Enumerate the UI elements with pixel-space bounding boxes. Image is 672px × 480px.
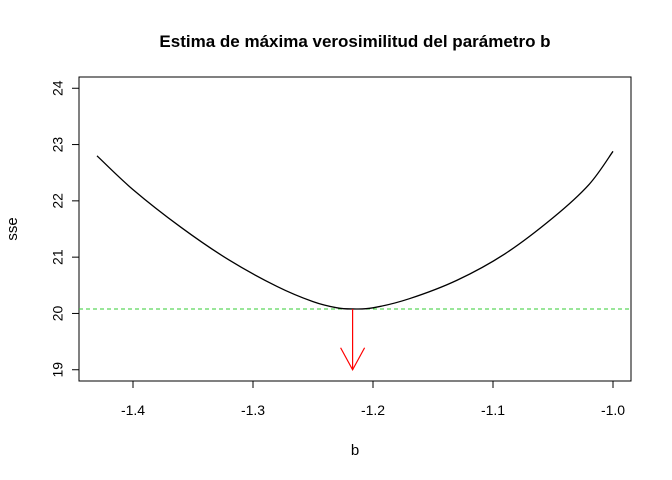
x-axis-label: b xyxy=(351,442,359,459)
x-axis: -1.4 -1.3 -1.2 -1.1 -1.0 xyxy=(121,380,625,418)
y-tick-label: 24 xyxy=(50,80,66,96)
series-line xyxy=(96,150,614,310)
x-tick-label: -1.2 xyxy=(361,402,385,418)
arrow-head xyxy=(340,347,366,371)
y-tick-label: 23 xyxy=(50,137,66,153)
x-tick-label: -1.3 xyxy=(241,402,265,418)
x-tick-label: -1.4 xyxy=(121,402,145,418)
marks xyxy=(79,150,631,371)
plot-box xyxy=(78,76,632,382)
y-axis-label: sse xyxy=(4,217,21,240)
x-tick-label: -1.0 xyxy=(601,402,625,418)
x-tick-label: -1.1 xyxy=(481,402,505,418)
y-axis: 19 20 21 22 23 24 xyxy=(50,80,80,378)
y-tick-label: 22 xyxy=(50,193,66,209)
chart-title: Estima de máxima verosimilitud del parám… xyxy=(159,32,550,51)
y-tick-label: 20 xyxy=(50,305,66,321)
y-tick-label: 21 xyxy=(50,249,66,265)
y-tick-label: 19 xyxy=(50,362,66,378)
